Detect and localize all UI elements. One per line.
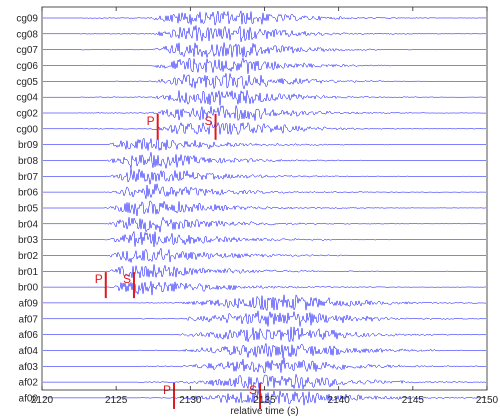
x-tick-label: 2130 <box>179 395 202 406</box>
trace-br09 <box>43 137 487 152</box>
trace-br05 <box>43 200 487 217</box>
trace-cg02 <box>43 104 486 121</box>
pick-label-s-br00: S <box>123 272 131 286</box>
channel-label-af09: af09 <box>19 298 39 309</box>
trace-br01 <box>43 264 487 279</box>
trace-cg07 <box>43 42 487 58</box>
traces-layer <box>43 10 487 406</box>
channel-label-br02: br02 <box>18 251 38 262</box>
pick-label-p-br00: P <box>95 272 103 286</box>
trace-af03 <box>43 357 487 374</box>
x-tick-label: 2125 <box>105 395 128 406</box>
trace-cg05 <box>43 73 487 90</box>
x-axis-ticks: 2120 2125 2130 2135 2140 2145 2150 <box>31 7 499 406</box>
trace-af09 <box>43 294 487 312</box>
trace-cg00 <box>43 120 487 136</box>
channel-label-cg05: cg05 <box>16 77 38 88</box>
trace-cg04 <box>43 90 487 106</box>
trace-br02 <box>43 247 486 263</box>
trace-cg08 <box>43 25 486 42</box>
channel-label-br00: br00 <box>18 283 38 294</box>
channel-label-br04: br04 <box>18 219 38 230</box>
trace-af00 <box>43 390 486 406</box>
channel-label-cg04: cg04 <box>16 93 38 104</box>
trace-cg09 <box>43 10 487 26</box>
channel-label-af06: af06 <box>19 330 39 341</box>
trace-cg06 <box>43 57 487 74</box>
trace-af07 <box>43 310 487 327</box>
channel-label-br05: br05 <box>18 203 38 214</box>
trace-af06 <box>43 326 487 343</box>
trace-br08 <box>43 152 487 169</box>
channel-label-af04: af04 <box>19 346 39 357</box>
trace-br07 <box>43 168 487 185</box>
channel-label-af03: af03 <box>19 362 39 373</box>
channel-label-br01: br01 <box>18 267 38 278</box>
channel-label-br09: br09 <box>18 140 38 151</box>
x-axis-label: relative time (s) <box>230 406 298 417</box>
trace-br00 <box>43 281 486 296</box>
plot-area <box>42 7 487 390</box>
channel-label-cg08: cg08 <box>16 29 38 40</box>
channel-label-br03: br03 <box>18 235 38 246</box>
x-tick-label: 2140 <box>328 395 351 406</box>
trace-af02 <box>43 374 487 391</box>
channel-label-cg09: cg09 <box>16 14 38 25</box>
channel-label-br07: br07 <box>18 172 38 183</box>
trace-br04 <box>43 216 487 233</box>
trace-br03 <box>43 230 487 248</box>
channel-label-cg00: cg00 <box>16 124 38 135</box>
trace-af04 <box>43 343 487 359</box>
x-tick-label: 2120 <box>31 395 54 406</box>
channel-labels: cg09 cg08 cg07 cg06 cg05 cg04 cg02 cg00 br09 br08… <box>16 14 38 405</box>
x-tick-label: 2150 <box>476 395 499 406</box>
channel-label-br08: br08 <box>18 156 38 167</box>
channel-label-af00: af00 <box>19 393 39 404</box>
channel-label-af02: af02 <box>19 378 39 389</box>
channel-label-br06: br06 <box>18 188 38 199</box>
pick-label-p-cg00: P <box>147 114 155 128</box>
x-tick-label: 2145 <box>402 395 425 406</box>
channel-label-af07: af07 <box>19 314 39 325</box>
channel-label-cg07: cg07 <box>16 45 38 56</box>
channel-label-cg02: cg02 <box>16 108 38 119</box>
x-tick-label: 2135 <box>253 395 276 406</box>
trace-br06 <box>43 183 487 199</box>
pick-label-s-cg00: S <box>205 114 213 128</box>
channel-label-cg06: cg06 <box>16 61 38 72</box>
